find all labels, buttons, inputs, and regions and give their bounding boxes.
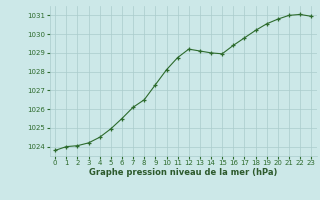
X-axis label: Graphe pression niveau de la mer (hPa): Graphe pression niveau de la mer (hPa) [89,168,277,177]
